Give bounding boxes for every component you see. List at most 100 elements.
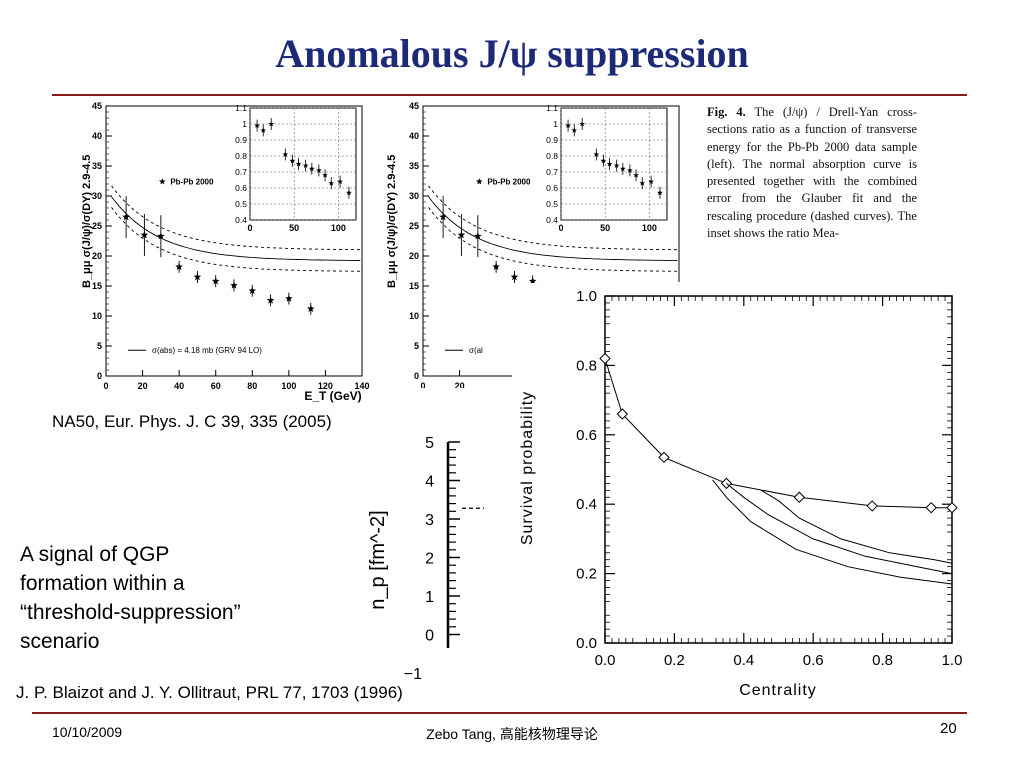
signal-line-2: formation within a — [20, 572, 185, 595]
survival-x-tick-label: 0.0 — [595, 652, 616, 669]
chart-middle-ylabel: B_μμ σ(J/ψ)/σ(DY) 2.9-4.5 — [386, 155, 398, 288]
y-tick-label: 15 — [409, 281, 419, 291]
threshold-curve-2 — [726, 483, 953, 575]
inset-point-star — [565, 122, 571, 128]
upper-error-curve — [428, 185, 678, 251]
inset-point-star — [579, 121, 586, 127]
data-point-star — [193, 273, 202, 281]
inset-point-star — [606, 161, 613, 167]
curve-legend-label: σ(al — [469, 346, 483, 355]
survival-y-tick-label: 0.6 — [576, 427, 597, 444]
signal-line-3: “threshold-suppression” — [20, 601, 241, 624]
curve-legend-label: σ(abs) = 4.18 mb (GRV 94 LO) — [152, 346, 262, 355]
y-tick-label: 35 — [409, 161, 419, 171]
y-tick-label: 0 — [97, 371, 102, 381]
inset-y-tick-label: 1 — [242, 119, 247, 129]
inset-point-star — [302, 162, 309, 168]
qgp-signal-text: A signal of QGP formation within a “thre… — [20, 540, 340, 656]
threshold-curve-3 — [760, 489, 953, 564]
inset-point-star — [627, 167, 633, 173]
inset-y-tick-label: 1.1 — [546, 103, 558, 113]
survival-frame — [604, 295, 953, 644]
inset-y-tick-label: 0.4 — [235, 215, 247, 225]
y-tick-label: 30 — [409, 191, 419, 201]
x-tick-label: 60 — [211, 381, 221, 391]
data-point-star — [474, 232, 482, 240]
survival-data-diamond — [599, 352, 611, 365]
y-tick-label: 25 — [92, 221, 102, 231]
plot-frame — [105, 105, 363, 377]
inset-point-star — [600, 157, 607, 164]
survival-y-tick-label: 0.4 — [576, 496, 597, 513]
y-tick-label: 5 — [414, 341, 419, 351]
legend-star — [476, 178, 483, 185]
inset-x-tick-label: 50 — [289, 223, 299, 233]
inset-point-star — [571, 127, 578, 133]
chart-left-xlabel: E_T (GeV) — [304, 389, 361, 403]
survival-xlabel: Centrality — [739, 682, 817, 699]
legend-label: Pb-Pb 2000 — [487, 178, 531, 187]
survival-y-tick-label: 0.2 — [576, 566, 597, 583]
normal-absorption-curve — [111, 196, 361, 261]
data-point-star — [307, 304, 315, 312]
x-tick-label: 120 — [318, 381, 333, 391]
survival-data-diamond — [658, 451, 670, 464]
x-tick-label: 40 — [174, 381, 184, 391]
data-point-star — [175, 262, 183, 270]
y-tick-label: 0 — [414, 371, 419, 381]
data-point-star — [230, 281, 238, 289]
reference-blaizot: J. P. Blaizot and J. Y. Ollitraut, PRL 7… — [16, 683, 403, 702]
np-tick-label: 1 — [425, 589, 434, 606]
data-point-star — [248, 286, 257, 294]
survival-data-diamond — [793, 491, 806, 503]
inset-point-star — [282, 151, 289, 157]
survival-data-diamond — [616, 408, 629, 420]
footer-center: Zebo Tang, 高能核物理导论 — [426, 726, 598, 742]
y-tick-label: 5 — [97, 341, 102, 351]
inset-y-tick-label: 1 — [553, 119, 558, 129]
data-point-star — [140, 231, 149, 239]
page-number: 20 — [940, 720, 957, 737]
inset-point-star — [322, 172, 328, 178]
svg-text:B_μμ σ(J/ψ)/σ(DY) 2.9-4.5: B_μμ σ(J/ψ)/σ(DY) 2.9-4.5 — [386, 155, 398, 288]
inset-point-star — [620, 165, 626, 172]
caption-label: Fig. 4. — [707, 105, 746, 119]
data-point-star — [266, 296, 275, 304]
caption-text: The (J/ψ) / Drell-Yan cross-sections rat… — [707, 105, 918, 241]
inset-y-tick-label: 0.7 — [546, 167, 558, 177]
inset-point-star — [657, 189, 663, 196]
chart-left-ylabel: B_μμ σ(J/ψ)/σ(DY) 2.9-4.5 — [81, 155, 93, 288]
survival-y-tick-label: 1.0 — [576, 288, 597, 305]
inset-x-tick-label: 100 — [331, 223, 346, 233]
data-point-star — [122, 213, 130, 221]
y-tick-label: 45 — [92, 101, 102, 111]
survival-y-tick-label: 0.8 — [576, 357, 597, 374]
inset-x-tick-label: 100 — [642, 223, 657, 233]
x-tick-label: 100 — [281, 381, 296, 391]
slide-title: Anomalous J/ψ suppression — [275, 31, 749, 76]
threshold-curve-1 — [712, 479, 953, 585]
legend-star — [159, 178, 166, 185]
survival-ylabel: Survival probability — [519, 391, 536, 545]
x-tick-label: 80 — [247, 381, 257, 391]
y-tick-label: 20 — [92, 251, 102, 261]
inset-point-star — [254, 122, 260, 128]
x-tick-label: 0 — [420, 381, 425, 388]
svg-text:B_μμ σ(J/ψ)/σ(DY) 2.9-4.5: B_μμ σ(J/ψ)/σ(DY) 2.9-4.5 — [81, 155, 93, 288]
y-tick-label: 20 — [409, 251, 419, 261]
inset-frame — [560, 107, 668, 221]
y-tick-label: 10 — [92, 311, 102, 321]
data-point-star — [492, 262, 500, 270]
y-tick-label: 35 — [92, 161, 102, 171]
lower-error-curve — [428, 207, 678, 272]
inset-point-star — [309, 165, 315, 172]
inset-x-tick-label: 0 — [558, 223, 563, 233]
inset-point-star — [337, 178, 343, 184]
survival-data-diamond — [946, 501, 958, 514]
inset-x-tick-label: 0 — [247, 223, 252, 233]
inset-point-star — [268, 121, 275, 127]
np-tick-label: 2 — [425, 551, 434, 568]
inset-point-star — [316, 167, 322, 173]
survival-x-tick-label: 0.8 — [872, 652, 893, 669]
normal-absorption-curve — [428, 196, 678, 261]
